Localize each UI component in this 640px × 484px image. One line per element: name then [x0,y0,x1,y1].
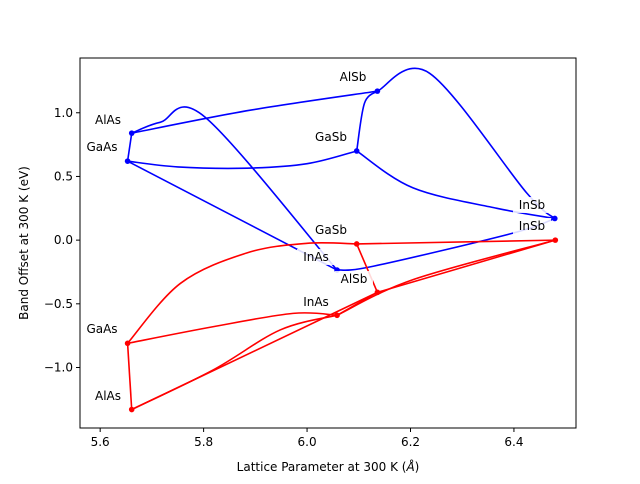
annotation-text: AlSb [340,70,367,84]
y-tick-label: 0.5 [54,169,73,183]
annotation-label: AlAs [89,388,127,404]
upper-band-curve-1 [131,106,338,271]
annotation-label: GaSb [312,129,350,145]
y-axis-label: Band Offset at 300 K (eV) [17,166,31,320]
annotation-label: GaSb [312,222,350,238]
x-axis-ticks: 5.6 5.8 6.0 6.2 6.4 [91,428,523,449]
annotation-background [513,218,551,234]
upper-band-curve-3 [355,90,378,152]
lower-point-gaas [124,340,131,347]
x-tick-label: 5.8 [194,435,213,449]
annotation-label: AlSb [334,69,372,85]
lower-band-curve-5 [355,243,379,293]
points [124,88,559,413]
annotation-background [297,294,335,310]
annotation-background [83,321,121,337]
y-tick-label: −0.5 [44,297,73,311]
annotation-background [83,139,121,155]
lower-band-curve-9 [336,291,378,316]
lower-band-curve-0 [126,343,133,410]
annotation-text: InSb [519,198,545,212]
annotation-label: GaAs [83,321,121,337]
lower-band-curve-6 [356,239,556,245]
upper-band-curve-6 [356,150,555,220]
x-tick-label: 6.4 [504,435,523,449]
upper-point-insb [551,215,558,222]
upper-point-alas [128,130,135,136]
lower-band-curve-7 [377,239,556,294]
annotation-background [513,197,551,213]
annotation-text: AlSb [341,272,368,286]
upper-point-gasb [353,148,360,154]
annotation-text: InSb [519,219,545,233]
annotation-background [312,129,350,145]
axes-frame [79,57,577,429]
annotation-text: AlAs [95,113,121,127]
annotation-text: InAs [303,250,329,264]
y-tick-label: −1.0 [44,361,73,375]
annotation-label: InSb [513,218,551,234]
annotation-background [297,249,335,265]
upper-point-alsb [374,88,381,94]
upper-band-curve-0 [126,133,133,162]
annotation-text: GaAs [86,140,117,154]
annotation-background [89,112,127,128]
annotation-text: GaSb [315,130,347,144]
annotation-label: InAs [297,249,335,265]
annotation-label: AlSb [335,271,373,287]
upper-band-curve-5 [127,150,357,170]
lower-point-alas [128,406,135,413]
curves [126,67,556,411]
y-axis-ticks: −1.0 −0.5 0.0 0.5 1.0 [44,106,80,375]
annotation-text: InAs [303,295,329,309]
lower-point-alsb [374,289,381,296]
x-axis-label: Lattice Parameter at 300 K (Å) [237,459,420,474]
lower-band-curve-1 [126,241,357,344]
annotation-text: GaSb [315,223,347,237]
upper-point-gaas [124,158,131,164]
lower-band-curve-4 [131,291,378,411]
annotation-label: AlAs [89,112,127,128]
lower-band-curve-2 [127,312,338,345]
annotation-background [335,271,373,287]
x-tick-label: 5.6 [91,435,110,449]
annotation-label: InAs [297,294,335,310]
upper-band-curve-2 [131,90,378,134]
annotation-text: GaAs [86,322,117,336]
annotation-label: GaAs [83,139,121,155]
lower-point-inas [334,312,340,319]
annotation-background [312,222,350,238]
y-tick-label: 0.0 [54,233,73,247]
annotation-text: AlAs [95,389,121,403]
x-tick-label: 6.0 [298,435,317,449]
annotation-background [89,388,127,404]
y-tick-label: 1.0 [54,106,73,120]
x-tick-label: 6.2 [401,435,420,449]
annotation-label: InSb [513,197,551,213]
annotation-background [334,69,372,85]
annotations: AlSb GaSb AlAs GaAs InSb InSb GaSb InAs AlSb InAs… [83,69,551,404]
lower-point-gasb [353,241,360,247]
lower-point-insb [552,237,559,243]
